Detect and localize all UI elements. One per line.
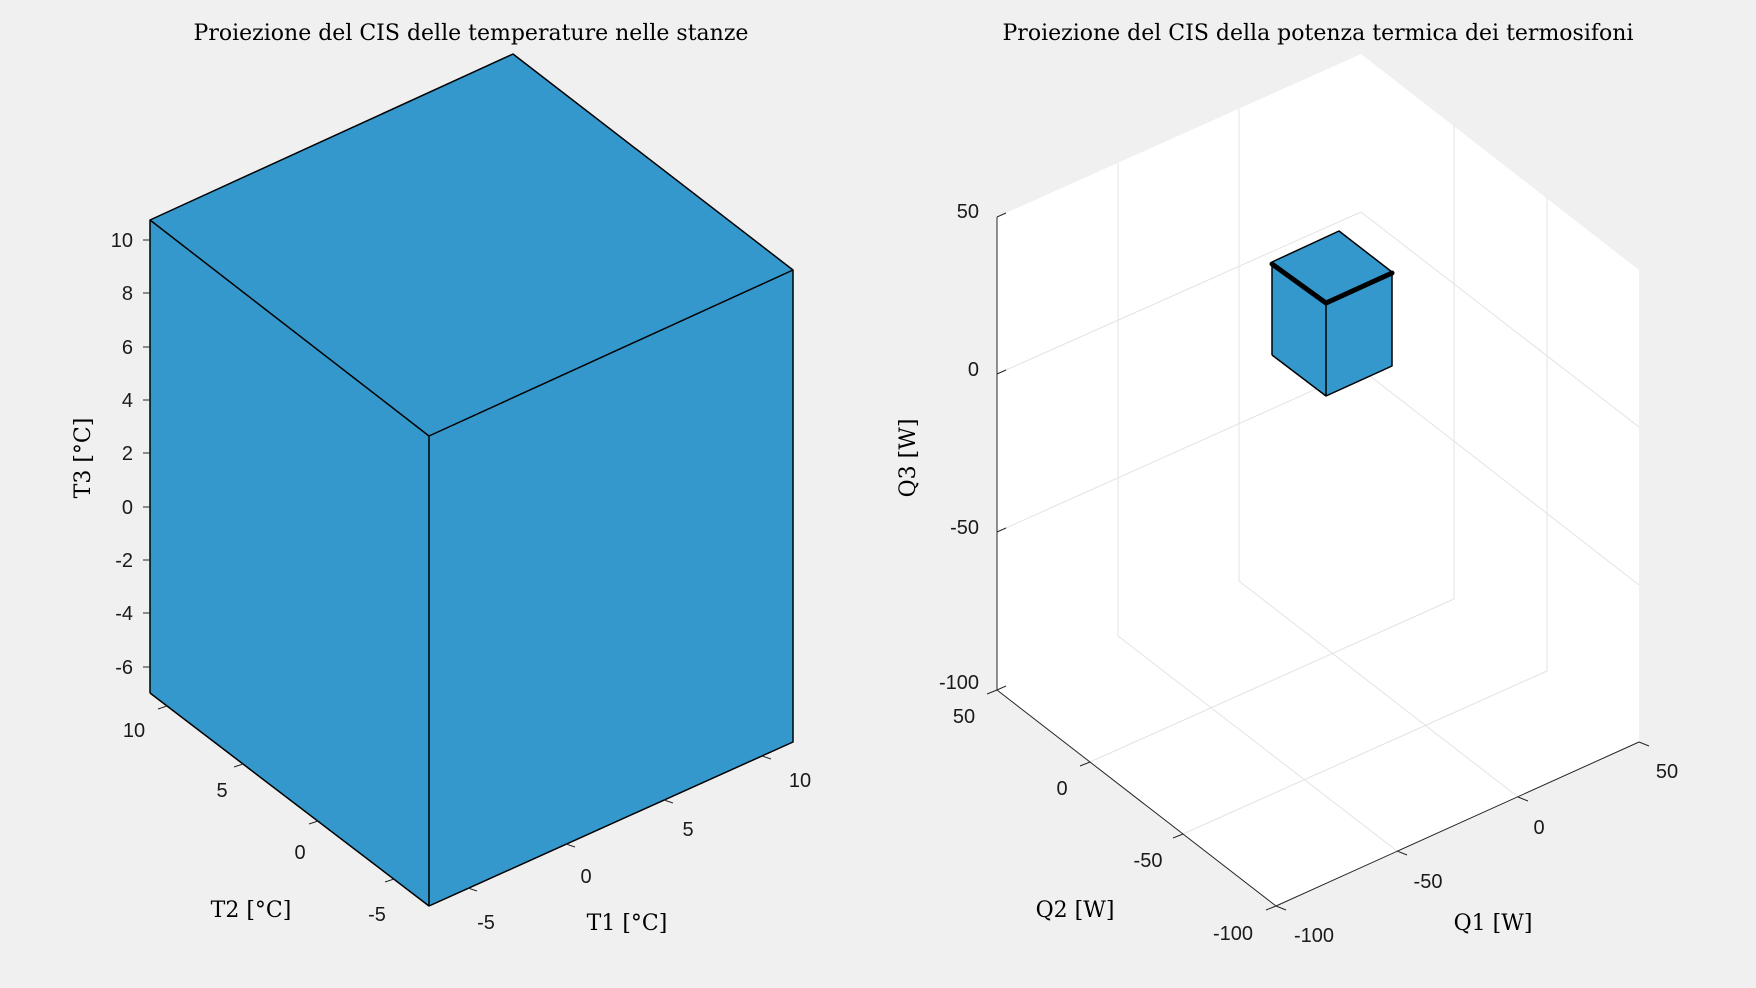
- x-ticks: -100 -50 0 50: [1275, 741, 1678, 947]
- grid-line: [996, 211, 1362, 375]
- y-tick-label: 0: [1056, 778, 1067, 800]
- y-tick-label: -50: [1134, 850, 1163, 872]
- axes-pane: [997, 54, 1361, 690]
- x-tick-mark: [1396, 850, 1408, 856]
- z-tick-label: -6: [115, 657, 133, 679]
- box-right-face: [429, 270, 793, 906]
- y-tick-mark: [233, 763, 244, 768]
- z-tick-label: 8: [122, 283, 133, 305]
- grid-line: [1238, 580, 1519, 798]
- z-tick-mark: [996, 527, 1007, 533]
- z-ticks: -100 -50 0 50: [939, 201, 1007, 694]
- x-tick-mark: [1275, 905, 1287, 911]
- y-tick-mark: [1172, 833, 1184, 839]
- x-axis-line: [1275, 741, 1640, 907]
- x-tick-label: -5: [477, 912, 495, 934]
- z-tick-mark: [996, 685, 1007, 691]
- x-tick-label: -50: [1414, 871, 1443, 893]
- grid-line: [996, 368, 1362, 533]
- x-ticks: -5 0 5 10: [467, 755, 811, 934]
- grid-line: [1117, 635, 1398, 852]
- x-tick-label: 5: [682, 819, 693, 841]
- z-tick-label: 6: [122, 337, 133, 359]
- z-tick-label: -4: [115, 603, 133, 625]
- z-tick-label: 50: [957, 201, 979, 223]
- z-tick-label: -100: [939, 672, 979, 694]
- z-ticks: -6 -4 -2 0 2 4 6 8 10: [111, 230, 150, 679]
- x-axis-label: Q1 [W]: [1454, 911, 1533, 936]
- y-tick-mark: [1265, 905, 1277, 911]
- grid-line: [1089, 598, 1455, 763]
- x-tick-label: 10: [789, 770, 811, 792]
- y-tick-mark: [986, 689, 998, 695]
- y-tick-label: -100: [1213, 923, 1253, 945]
- chart-title: Proiezione del CIS delle temperature nel…: [194, 21, 749, 46]
- box-right-face: [1326, 272, 1392, 396]
- cis-box: [149, 53, 794, 907]
- z-tick-label: -50: [950, 517, 979, 539]
- y-tick-label: -5: [368, 904, 386, 926]
- grid-line: [1360, 211, 1640, 428]
- z-tick-label: 0: [968, 359, 979, 381]
- subplot-heating-power: Proiezione del CIS della potenza termica…: [896, 21, 1678, 947]
- cis-box: [1269, 230, 1395, 397]
- x-tick-label: 50: [1656, 761, 1678, 783]
- chart-title: Proiezione del CIS della potenza termica…: [1003, 21, 1634, 46]
- y-tick-label: 10: [123, 720, 145, 742]
- y-tick-mark: [384, 878, 395, 883]
- x-tick-mark: [663, 799, 674, 804]
- box-left-face: [150, 220, 429, 906]
- x-axis-label: T1 [°C]: [587, 911, 668, 936]
- y-axis-label: T2 [°C]: [211, 898, 292, 923]
- x-tick-mark: [565, 843, 576, 848]
- box-top-face: [150, 54, 793, 436]
- y-tick-mark: [308, 820, 319, 825]
- y-tick-mark: [1079, 761, 1091, 767]
- z-tick-label: -2: [115, 550, 133, 572]
- x-tick-mark: [1638, 741, 1650, 747]
- axes-pane: [997, 527, 1639, 906]
- x-tick-label: 0: [580, 866, 591, 888]
- subplot-temperature: Proiezione del CIS delle temperature nel…: [71, 21, 811, 936]
- grid-line: [1182, 670, 1548, 835]
- z-tick-mark: [996, 369, 1007, 375]
- grid-line: [1360, 368, 1640, 586]
- y-tick-mark: [157, 705, 168, 710]
- y-ticks: -5 0 5 10: [123, 705, 395, 926]
- y-axis-label: Q2 [W]: [1036, 898, 1115, 923]
- z-tick-label: 4: [122, 390, 133, 412]
- box-edge-bold: [1269, 261, 1395, 306]
- axes-pane: [1361, 54, 1639, 742]
- x-tick-mark: [467, 887, 478, 892]
- z-tick-label: 0: [122, 497, 133, 519]
- x-tick-mark: [1517, 796, 1529, 802]
- z-tick-label: 10: [111, 230, 133, 252]
- y-tick-label: 50: [953, 706, 975, 728]
- z-tick-mark: [996, 212, 1007, 218]
- y-axis-line: [996, 689, 1277, 907]
- y-tick-label: 0: [294, 842, 305, 864]
- z-axis-label: T3 [°C]: [71, 418, 96, 499]
- y-tick-label: 5: [216, 780, 227, 802]
- x-tick-label: 0: [1533, 817, 1544, 839]
- z-tick-label: 2: [122, 443, 133, 465]
- x-tick-label: -100: [1294, 925, 1334, 947]
- x-tick-mark: [761, 755, 772, 760]
- grid: [996, 109, 1640, 852]
- z-axis-label: Q3 [W]: [896, 419, 921, 498]
- y-ticks: -100 -50 0 50: [953, 689, 1277, 945]
